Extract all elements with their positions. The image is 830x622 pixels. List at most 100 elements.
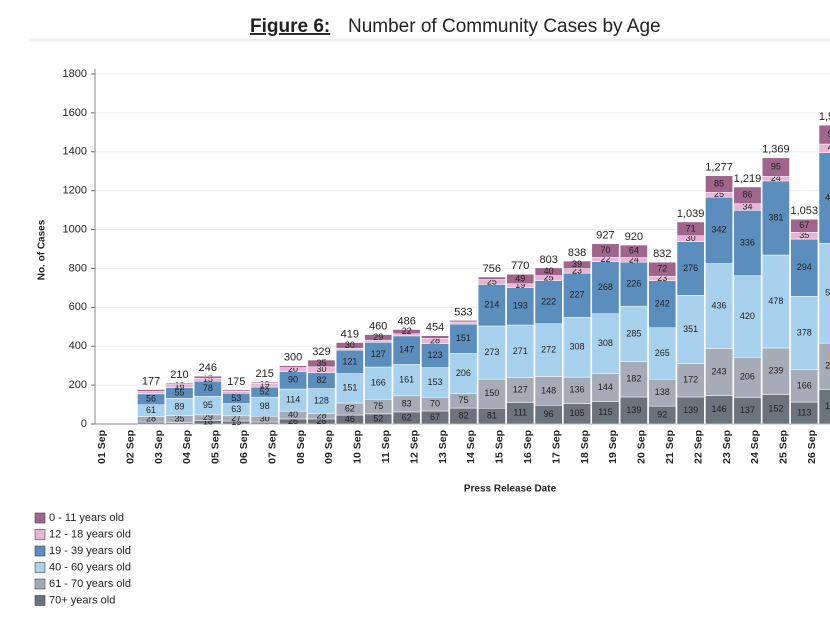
segment-label: 90: [288, 375, 298, 385]
segment-label: 81: [487, 411, 497, 421]
legend-swatch: [34, 512, 46, 524]
total-label: 175: [227, 376, 245, 388]
segment-label: 44: [828, 143, 830, 153]
bar-segment: [619, 361, 648, 398]
bar-segment: [761, 157, 790, 177]
total-label: 803: [539, 254, 557, 266]
bar-segment: [506, 274, 535, 285]
segment-label: 136: [570, 385, 585, 395]
x-tick-label: 13 Sep: [437, 430, 449, 464]
segment-label: 19: [515, 280, 525, 290]
y-tick-label: 800: [69, 262, 87, 274]
bar-segment: [137, 389, 165, 392]
segment-label: 113: [797, 407, 811, 417]
segment-label: 28: [316, 411, 326, 421]
segment-label: 121: [342, 356, 357, 366]
segment-label: 152: [768, 404, 783, 414]
bar-segment: [676, 221, 705, 237]
x-tick-label: 06 Sep: [238, 430, 250, 464]
segment-label: 30: [686, 233, 696, 243]
bar-segment: [307, 359, 336, 368]
bar-segment: [392, 329, 421, 335]
bar-segment: [364, 366, 393, 400]
segment-label: 420: [740, 311, 755, 321]
segment-label: 178: [825, 401, 830, 411]
total-label: 1,219: [734, 173, 762, 185]
segment-label: 30: [260, 414, 270, 424]
bar-segment: [222, 389, 251, 392]
legend-label: 19 - 39 years old: [49, 545, 131, 557]
segment-label: 82: [458, 410, 468, 420]
segment-label: 28: [430, 335, 440, 345]
bar-segment: [676, 396, 705, 425]
bar-segment: [222, 391, 251, 394]
total-label: 210: [170, 369, 188, 381]
bar-segment: [563, 317, 591, 378]
bar-segment: [818, 243, 830, 344]
bar-segment: [193, 375, 222, 379]
segment-label: 71: [686, 223, 696, 233]
bar-segment: [392, 364, 421, 397]
y-tick-label: 1600: [63, 107, 87, 119]
segment-label: 75: [458, 395, 468, 405]
segment-label: 25: [544, 272, 554, 282]
segment-label: 75: [373, 401, 383, 411]
segment-label: 381: [768, 212, 783, 222]
bar-segment: [591, 261, 620, 314]
total-label: 1,369: [762, 144, 790, 156]
x-axis-label: Press Release Date: [464, 484, 557, 495]
segment-label: 114: [286, 394, 300, 404]
segment-label: 15: [203, 374, 213, 384]
segment-label: 214: [484, 300, 499, 310]
total-label: 1,039: [677, 208, 705, 220]
segment-label: 19: [260, 380, 270, 390]
segment-label: 342: [712, 225, 727, 235]
segment-label: 56: [146, 394, 156, 404]
segment-label: 27: [231, 413, 241, 423]
y-tick-label: 0: [81, 418, 87, 430]
bar-segment: [818, 152, 830, 244]
segment-label: 72: [657, 264, 667, 274]
x-tick-label: 01 Sep: [96, 430, 108, 464]
segment-label: 49: [515, 273, 525, 283]
segment-label: 144: [598, 382, 613, 392]
segment-label: 25: [714, 189, 724, 199]
bar-segment: [648, 379, 677, 407]
x-tick-label: 14 Sep: [465, 430, 477, 464]
segment-label: 97: [828, 129, 830, 139]
segment-label: 513: [825, 288, 830, 298]
chart-title: Number of Community Cases by Age: [348, 16, 661, 37]
segment-label: 92: [657, 409, 667, 419]
segment-label: 182: [626, 374, 641, 384]
bar-segment: [733, 186, 762, 204]
bar-segment: [818, 124, 830, 145]
segment-label: 29: [373, 332, 383, 342]
segment-label: 128: [314, 395, 329, 405]
segment-label: 151: [456, 333, 471, 343]
legend-label: 61 - 70 years old: [49, 578, 131, 590]
segment-label: 243: [712, 366, 727, 376]
segment-label: 139: [683, 405, 698, 415]
bar-segment: [506, 324, 535, 378]
bar-segment: [534, 267, 563, 276]
x-tick-label: 20 Sep: [636, 430, 648, 464]
segment-label: 206: [456, 368, 471, 378]
y-axis-label: No. of Cases: [37, 219, 48, 280]
segment-label: 139: [626, 405, 641, 415]
x-tick-label: 15 Sep: [494, 430, 506, 464]
total-label: 832: [653, 248, 671, 260]
bar-segment: [364, 334, 393, 341]
legend-swatch: [34, 595, 46, 606]
segment-label: 24: [629, 254, 639, 264]
bar-segment: [733, 210, 762, 276]
segment-label: 436: [712, 300, 727, 310]
x-tick-label: 24 Sep: [749, 430, 761, 464]
segment-label: 273: [484, 347, 499, 357]
segment-label: 85: [714, 178, 724, 188]
segment-label: 26: [288, 416, 298, 426]
bar-segment: [477, 276, 506, 280]
segment-label: 378: [797, 327, 812, 337]
segment-label: 35: [799, 230, 809, 240]
segment-label: 78: [203, 383, 213, 393]
segment-label: 83: [402, 398, 412, 408]
